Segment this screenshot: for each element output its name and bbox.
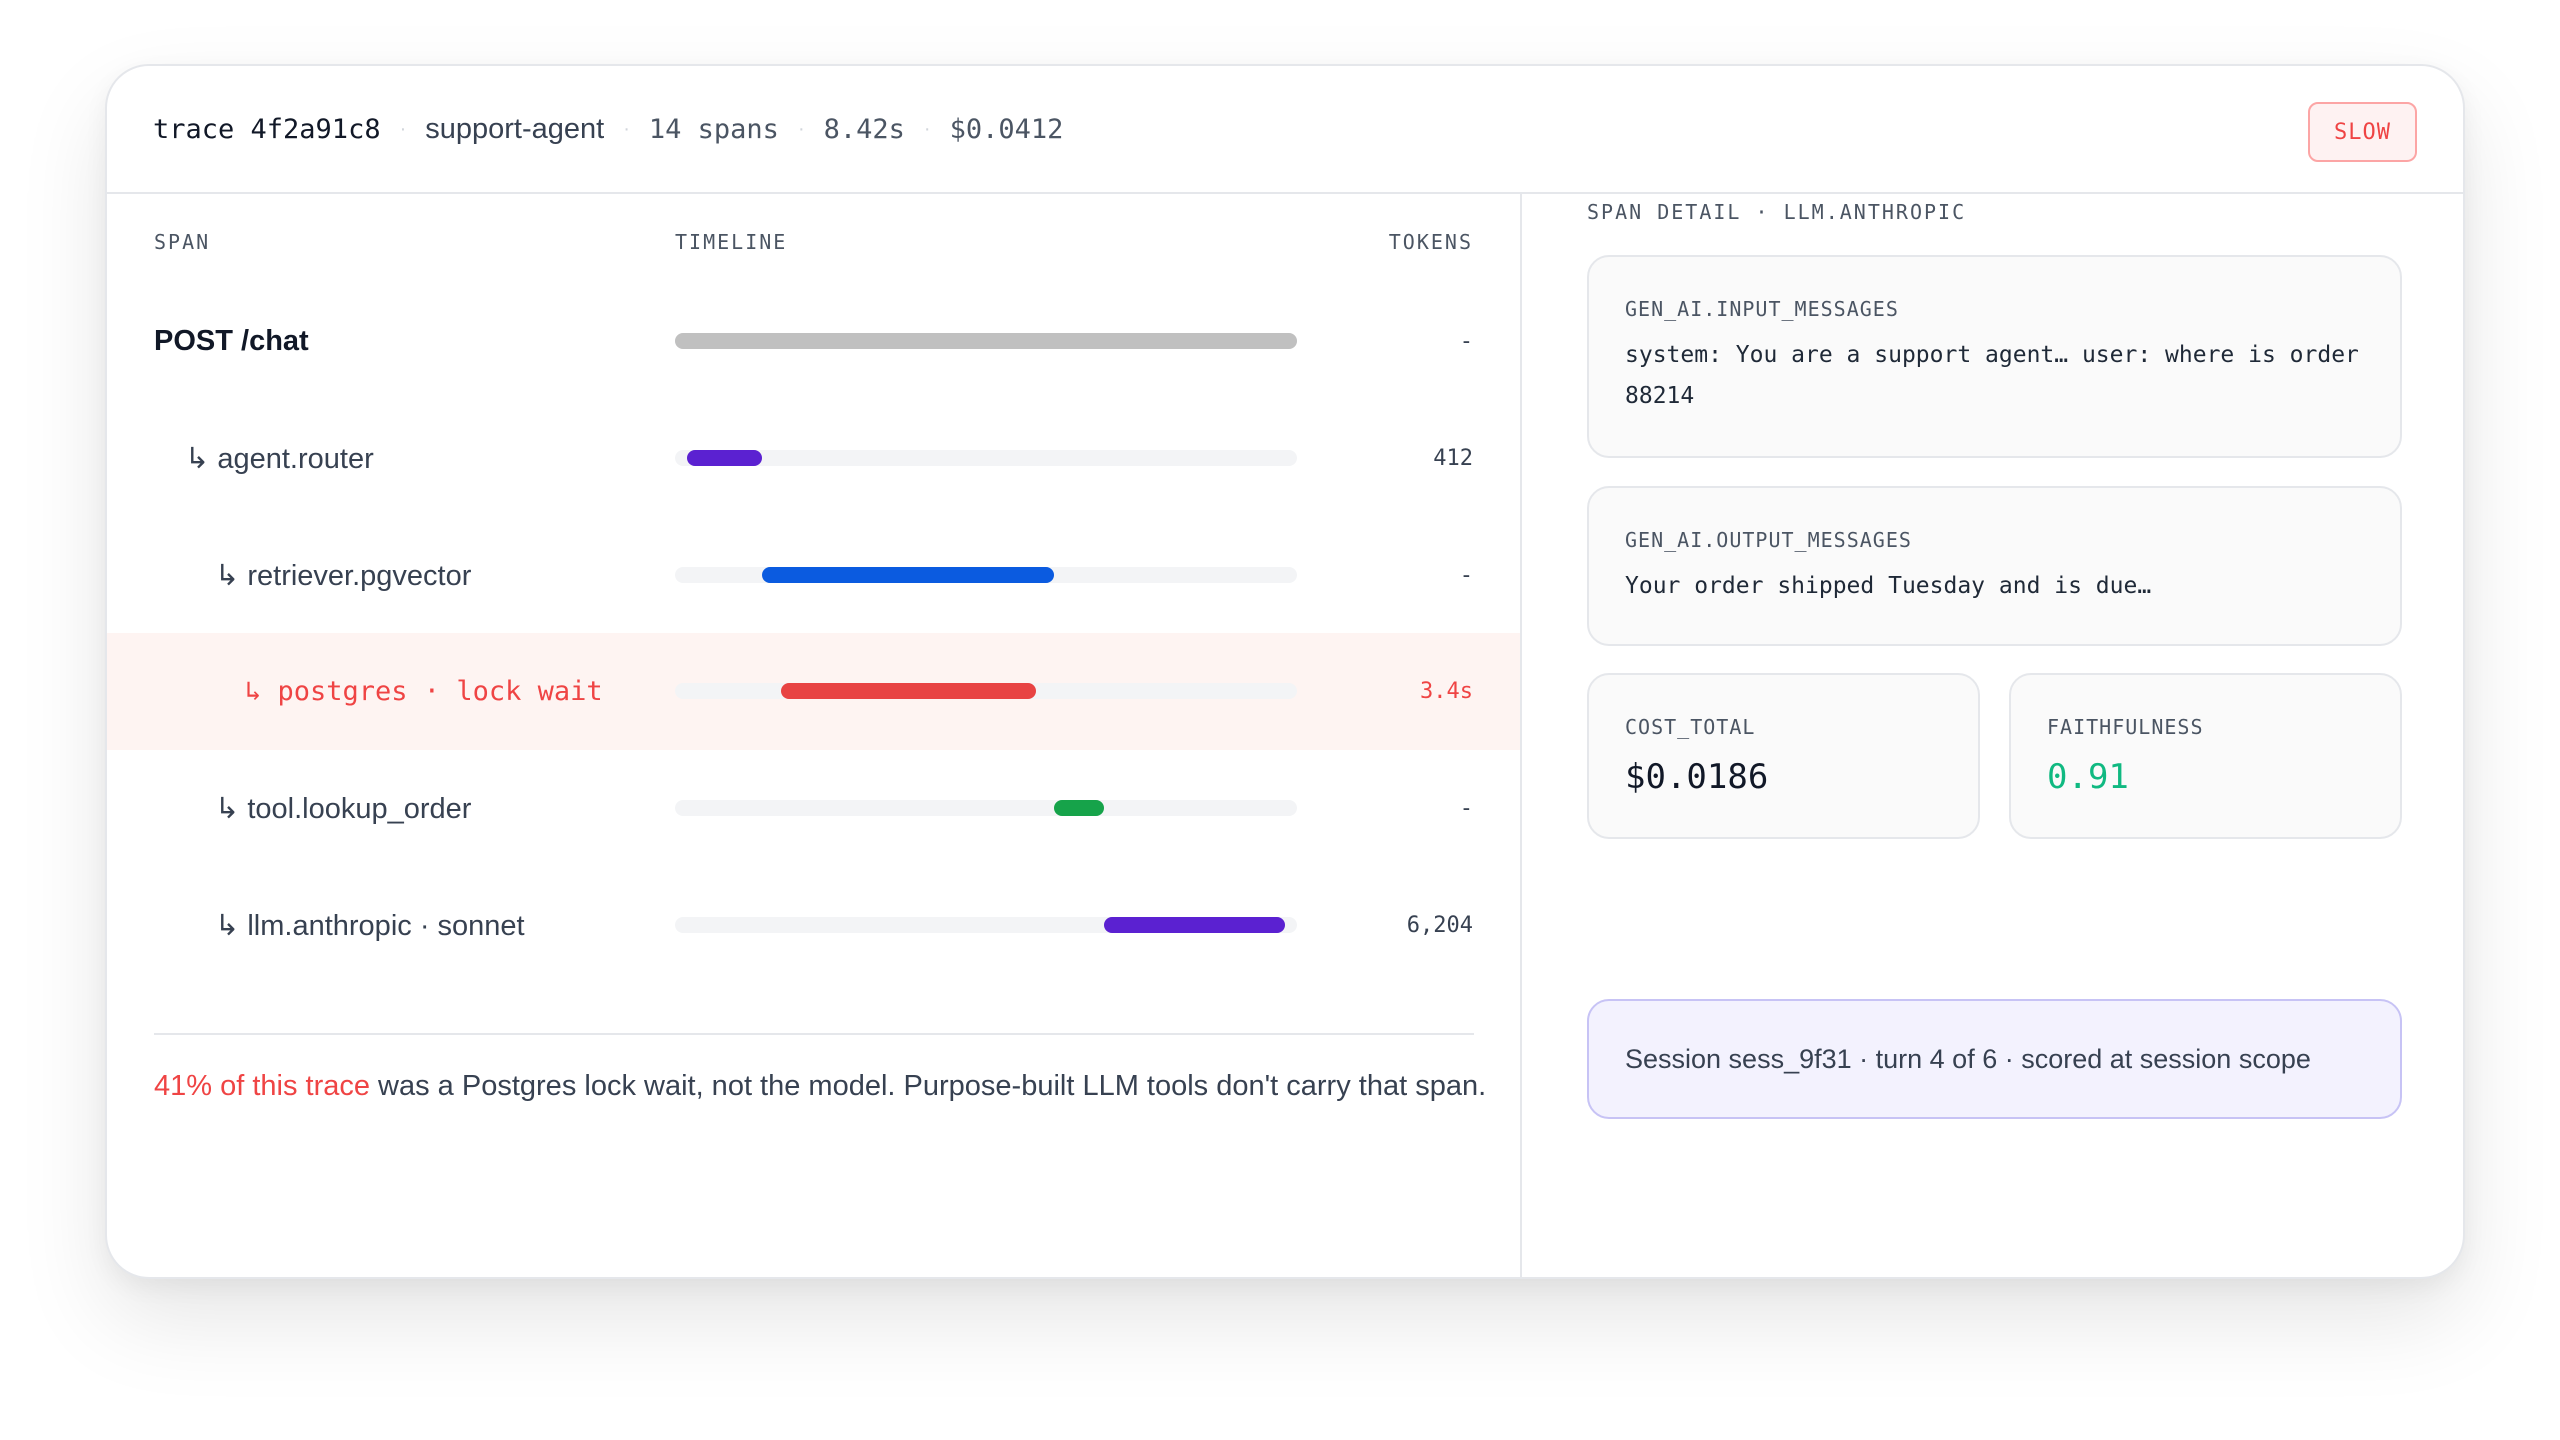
timeline-bar	[1104, 917, 1285, 933]
insight-text: was a Postgres lock wait, not the model.…	[370, 1070, 1487, 1102]
span-detail-title: SPAN DETAIL · LLM.ANTHROPIC	[1587, 200, 1967, 224]
span-count: 14 spans	[648, 113, 779, 145]
span-name: ↳ retriever.pgvector	[215, 560, 472, 592]
timeline-track	[675, 683, 1297, 699]
timeline-track	[675, 567, 1297, 583]
input-messages-label: GEN_AI.INPUT_MESSAGES	[1625, 297, 1899, 321]
span-row-tool-lookup-order[interactable]: ↳ tool.lookup_order -	[107, 750, 1520, 867]
column-header-span: SPAN	[154, 230, 211, 254]
header-separator: ·	[797, 117, 805, 140]
timeline-track	[675, 333, 1297, 349]
column-header-tokens: TOKENS	[1388, 230, 1473, 254]
input-messages-box: GEN_AI.INPUT_MESSAGES system: You are a …	[1587, 255, 2402, 458]
header-separator: ·	[399, 117, 407, 140]
trace-duration: 8.42s	[823, 113, 905, 145]
span-row-retriever-pgvector[interactable]: ↳ retriever.pgvector -	[107, 517, 1520, 634]
timeline-bar	[1054, 800, 1105, 816]
trace-cost: $0.0412	[949, 113, 1064, 145]
trace-card: trace 4f2a91c8 · support-agent · 14 span…	[105, 64, 2465, 1279]
span-row-postgres-lock-wait[interactable]: ↳ postgres · lock wait 3.4s	[107, 633, 1520, 750]
span-tokens: -	[1459, 563, 1473, 588]
span-tokens: -	[1459, 796, 1473, 821]
session-info: Session sess_9f31 · turn 4 of 6 · scored…	[1587, 999, 2402, 1119]
span-row-post-chat[interactable]: POST /chat -	[107, 283, 1520, 400]
faithfulness-value: 0.91	[2047, 757, 2129, 797]
span-tokens: -	[1459, 329, 1473, 354]
cost-total-box: COST_TOTAL $0.0186	[1587, 673, 1980, 839]
header-separator: ·	[623, 117, 630, 140]
span-detail-panel: SPAN DETAIL · LLM.ANTHROPIC GEN_AI.INPUT…	[1522, 194, 2463, 1277]
output-messages-box: GEN_AI.OUTPUT_MESSAGES Your order shippe…	[1587, 486, 2402, 646]
trace-id[interactable]: trace 4f2a91c8	[153, 113, 381, 145]
timeline-track	[675, 917, 1297, 933]
slow-status-badge: SLOW	[2308, 102, 2417, 162]
output-messages-text: Your order shipped Tuesday and is due…	[1625, 573, 2152, 599]
span-row-llm-anthropic[interactable]: ↳ llm.anthropic · sonnet 6,204	[107, 867, 1520, 984]
span-name: ↳ agent.router	[185, 443, 374, 475]
span-name: POST /chat	[154, 325, 309, 357]
insight-highlight: 41% of this trace	[154, 1070, 370, 1102]
insight-footnote: 41% of this trace was a Postgres lock wa…	[154, 1070, 1486, 1103]
header-separator: ·	[923, 117, 931, 140]
service-name: support-agent	[425, 112, 605, 145]
span-name: ↳ postgres · lock wait	[245, 676, 603, 707]
output-messages-label: GEN_AI.OUTPUT_MESSAGES	[1625, 528, 1912, 552]
timeline-bar	[762, 567, 1055, 583]
faithfulness-box: FAITHFULNESS 0.91	[2009, 673, 2402, 839]
table-divider	[154, 1033, 1474, 1035]
span-tokens: 6,204	[1406, 913, 1473, 938]
trace-header: trace 4f2a91c8 · support-agent · 14 span…	[107, 66, 2463, 194]
column-header-timeline: TIMELINE	[675, 230, 788, 254]
timeline-bar	[780, 683, 1036, 699]
span-duration: 3.4s	[1420, 679, 1473, 704]
timeline-track	[675, 450, 1297, 466]
cost-total-value: $0.0186	[1625, 757, 1769, 797]
timeline-bar	[675, 333, 1297, 349]
timeline-track	[675, 800, 1297, 816]
cost-total-label: COST_TOTAL	[1625, 715, 1756, 739]
span-name: ↳ llm.anthropic · sonnet	[215, 910, 525, 942]
span-tokens: 412	[1433, 446, 1473, 471]
faithfulness-label: FAITHFULNESS	[2047, 715, 2204, 739]
input-messages-text: system: You are a support agent… user: w…	[1625, 342, 2359, 409]
span-row-agent-router[interactable]: ↳ agent.router 412	[107, 400, 1520, 517]
timeline-bar	[687, 450, 763, 466]
span-name: ↳ tool.lookup_order	[215, 793, 472, 825]
span-table: SPAN TIMELINE TOKENS POST /chat - ↳ agen…	[107, 194, 1522, 1277]
